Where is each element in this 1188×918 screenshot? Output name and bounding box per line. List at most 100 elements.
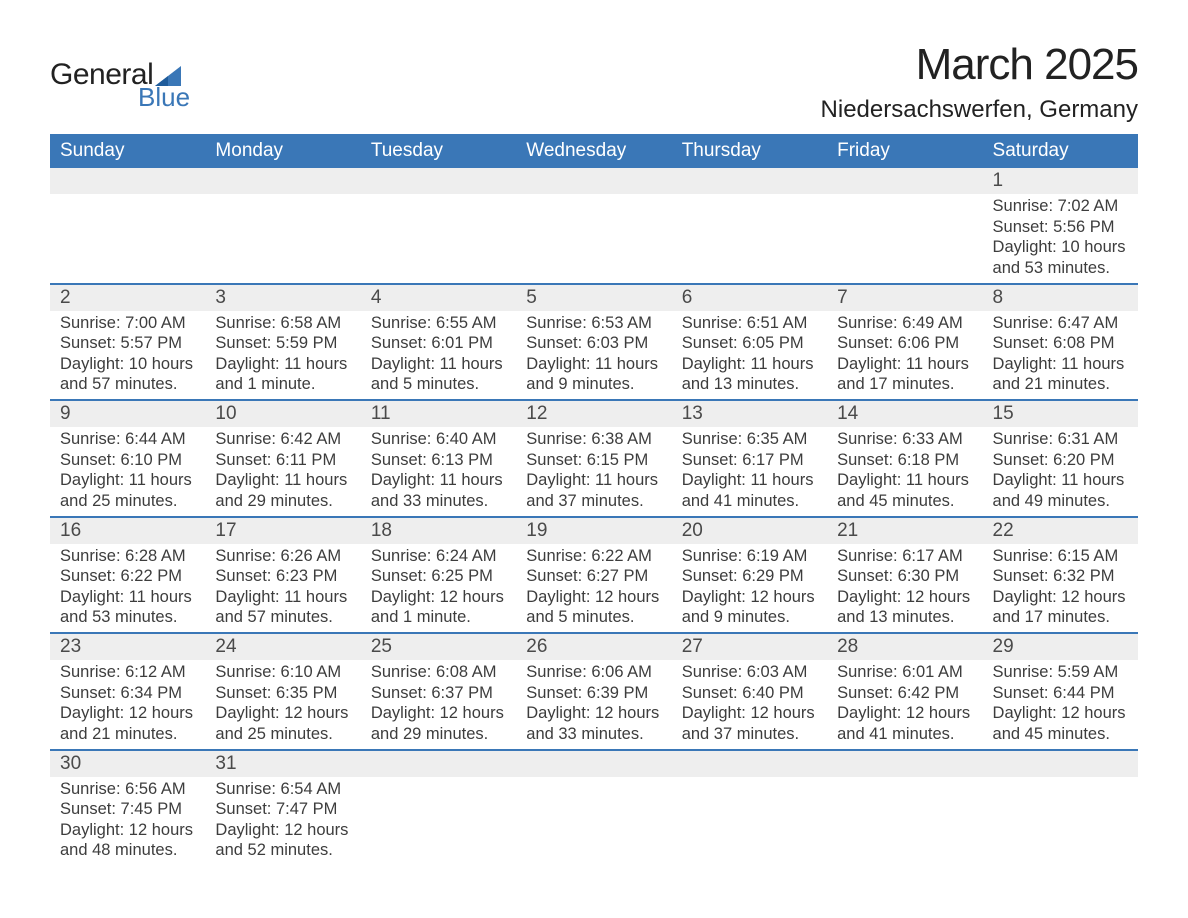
calendar-cell: 27Sunrise: 6:03 AMSunset: 6:40 PMDayligh… <box>672 633 827 750</box>
daylight-text-1: Daylight: 12 hours <box>60 820 195 841</box>
calendar-table: SundayMondayTuesdayWednesdayThursdayFrid… <box>50 134 1138 865</box>
calendar-cell <box>672 168 827 284</box>
sunrise-text: Sunrise: 6:24 AM <box>371 546 506 567</box>
sunset-text: Sunset: 6:27 PM <box>526 566 661 587</box>
daylight-text-1: Daylight: 11 hours <box>526 470 661 491</box>
daylight-text-2: and 1 minute. <box>371 607 506 628</box>
calendar-cell: 20Sunrise: 6:19 AMSunset: 6:29 PMDayligh… <box>672 517 827 634</box>
sunset-text: Sunset: 6:34 PM <box>60 683 195 704</box>
sunrise-text: Sunrise: 6:53 AM <box>526 313 661 334</box>
daylight-text-2: and 29 minutes. <box>215 491 350 512</box>
daylight-text-2: and 53 minutes. <box>993 258 1128 279</box>
daylight-text-2: and 17 minutes. <box>837 374 972 395</box>
day-number: 31 <box>205 751 360 777</box>
day-data: Sunrise: 6:35 AMSunset: 6:17 PMDaylight:… <box>672 427 827 516</box>
daylight-text-2: and 49 minutes. <box>993 491 1128 512</box>
day-header: Monday <box>205 134 360 168</box>
sunrise-text: Sunrise: 6:49 AM <box>837 313 972 334</box>
sunrise-text: Sunrise: 6:17 AM <box>837 546 972 567</box>
daylight-text-1: Daylight: 11 hours <box>215 470 350 491</box>
day-number: 8 <box>983 285 1138 311</box>
daylight-text-1: Daylight: 11 hours <box>682 354 817 375</box>
daylight-text-1: Daylight: 11 hours <box>993 354 1128 375</box>
daylight-text-1: Daylight: 11 hours <box>682 470 817 491</box>
sunrise-text: Sunrise: 6:01 AM <box>837 662 972 683</box>
daylight-text-1: Daylight: 12 hours <box>371 703 506 724</box>
sunset-text: Sunset: 6:08 PM <box>993 333 1128 354</box>
sunrise-text: Sunrise: 6:33 AM <box>837 429 972 450</box>
calendar-cell <box>983 750 1138 866</box>
empty-day <box>827 751 982 777</box>
sunrise-text: Sunrise: 5:59 AM <box>993 662 1128 683</box>
daylight-text-2: and 21 minutes. <box>993 374 1128 395</box>
logo-text-blue: Blue <box>138 82 190 113</box>
day-data: Sunrise: 6:28 AMSunset: 6:22 PMDaylight:… <box>50 544 205 633</box>
calendar-cell: 29Sunrise: 5:59 AMSunset: 6:44 PMDayligh… <box>983 633 1138 750</box>
day-number: 24 <box>205 634 360 660</box>
calendar-cell <box>50 168 205 284</box>
calendar-cell: 23Sunrise: 6:12 AMSunset: 6:34 PMDayligh… <box>50 633 205 750</box>
calendar-cell: 17Sunrise: 6:26 AMSunset: 6:23 PMDayligh… <box>205 517 360 634</box>
sunrise-text: Sunrise: 6:38 AM <box>526 429 661 450</box>
day-number: 30 <box>50 751 205 777</box>
sunset-text: Sunset: 6:13 PM <box>371 450 506 471</box>
daylight-text-2: and 29 minutes. <box>371 724 506 745</box>
daylight-text-1: Daylight: 11 hours <box>371 354 506 375</box>
day-data: Sunrise: 7:00 AMSunset: 5:57 PMDaylight:… <box>50 311 205 400</box>
day-data: Sunrise: 6:06 AMSunset: 6:39 PMDaylight:… <box>516 660 671 749</box>
day-number: 29 <box>983 634 1138 660</box>
empty-day <box>516 751 671 777</box>
daylight-text-1: Daylight: 11 hours <box>60 587 195 608</box>
sunrise-text: Sunrise: 6:54 AM <box>215 779 350 800</box>
sunset-text: Sunset: 7:47 PM <box>215 799 350 820</box>
daylight-text-1: Daylight: 11 hours <box>837 470 972 491</box>
daylight-text-1: Daylight: 12 hours <box>215 820 350 841</box>
daylight-text-1: Daylight: 12 hours <box>371 587 506 608</box>
sunrise-text: Sunrise: 6:15 AM <box>993 546 1128 567</box>
sunset-text: Sunset: 6:22 PM <box>60 566 195 587</box>
day-number: 1 <box>983 168 1138 194</box>
daylight-text-2: and 9 minutes. <box>682 607 817 628</box>
calendar-cell: 22Sunrise: 6:15 AMSunset: 6:32 PMDayligh… <box>983 517 1138 634</box>
sunset-text: Sunset: 6:32 PM <box>993 566 1128 587</box>
day-number: 22 <box>983 518 1138 544</box>
day-number: 14 <box>827 401 982 427</box>
daylight-text-2: and 53 minutes. <box>60 607 195 628</box>
daylight-text-1: Daylight: 12 hours <box>60 703 195 724</box>
sunset-text: Sunset: 6:42 PM <box>837 683 972 704</box>
sunset-text: Sunset: 6:01 PM <box>371 333 506 354</box>
day-header: Tuesday <box>361 134 516 168</box>
day-data: Sunrise: 5:59 AMSunset: 6:44 PMDaylight:… <box>983 660 1138 749</box>
sunrise-text: Sunrise: 6:10 AM <box>215 662 350 683</box>
sunrise-text: Sunrise: 6:55 AM <box>371 313 506 334</box>
empty-day <box>516 168 671 194</box>
sunrise-text: Sunrise: 6:44 AM <box>60 429 195 450</box>
day-data: Sunrise: 6:51 AMSunset: 6:05 PMDaylight:… <box>672 311 827 400</box>
sunrise-text: Sunrise: 6:40 AM <box>371 429 506 450</box>
sunset-text: Sunset: 6:25 PM <box>371 566 506 587</box>
calendar-cell: 30Sunrise: 6:56 AMSunset: 7:45 PMDayligh… <box>50 750 205 866</box>
day-number: 7 <box>827 285 982 311</box>
daylight-text-1: Daylight: 11 hours <box>215 354 350 375</box>
sunrise-text: Sunrise: 6:08 AM <box>371 662 506 683</box>
daylight-text-1: Daylight: 11 hours <box>837 354 972 375</box>
daylight-text-2: and 45 minutes. <box>837 491 972 512</box>
daylight-text-1: Daylight: 12 hours <box>215 703 350 724</box>
empty-day <box>983 751 1138 777</box>
daylight-text-1: Daylight: 11 hours <box>371 470 506 491</box>
sunset-text: Sunset: 6:37 PM <box>371 683 506 704</box>
daylight-text-2: and 33 minutes. <box>371 491 506 512</box>
sunrise-text: Sunrise: 6:35 AM <box>682 429 817 450</box>
day-header: Wednesday <box>516 134 671 168</box>
calendar-cell: 5Sunrise: 6:53 AMSunset: 6:03 PMDaylight… <box>516 284 671 401</box>
empty-day <box>827 168 982 194</box>
day-number: 23 <box>50 634 205 660</box>
daylight-text-2: and 5 minutes. <box>371 374 506 395</box>
daylight-text-1: Daylight: 12 hours <box>682 703 817 724</box>
daylight-text-2: and 57 minutes. <box>60 374 195 395</box>
day-data: Sunrise: 6:33 AMSunset: 6:18 PMDaylight:… <box>827 427 982 516</box>
daylight-text-2: and 52 minutes. <box>215 840 350 861</box>
day-data: Sunrise: 6:47 AMSunset: 6:08 PMDaylight:… <box>983 311 1138 400</box>
day-number: 2 <box>50 285 205 311</box>
calendar-body: 1Sunrise: 7:02 AMSunset: 5:56 PMDaylight… <box>50 168 1138 865</box>
